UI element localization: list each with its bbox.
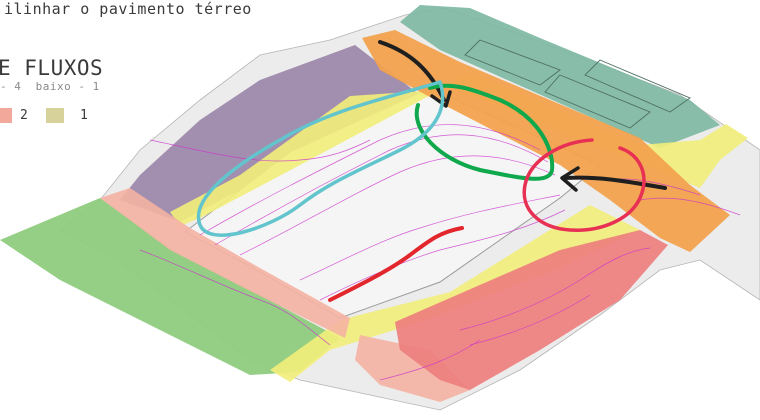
annotation-red-line [328,226,464,302]
southwest-block [0,198,340,375]
annotation-black-arrow-north [378,40,446,102]
north-buildings [464,39,691,129]
contour-lines [139,124,741,381]
annotation-green-loop [414,83,555,181]
legend-swatch-1 [46,108,64,123]
flow-medium-west [100,188,350,338]
annotation-black-arrowhead-east [560,166,580,192]
annotation-red-loop [522,138,646,232]
north-block [400,5,720,148]
legend-subtitle: - 4 baixo - 1 [0,80,100,93]
flow-low-west [170,90,440,226]
flow-medium-south [355,335,470,402]
legend-title: E FLUXOS [0,56,104,80]
legend-label-2: 2 [20,108,28,123]
diagram-caption: ilinhar o pavimento térreo [4,0,252,18]
legend-label-1: 1 [80,108,88,123]
legend-swatch-2 [0,108,12,123]
annotation-black-arrowhead-north [430,90,452,108]
west-block [120,45,420,222]
annotation-black-arrow-east [563,175,667,190]
annotation-cyan-loop [196,80,445,237]
